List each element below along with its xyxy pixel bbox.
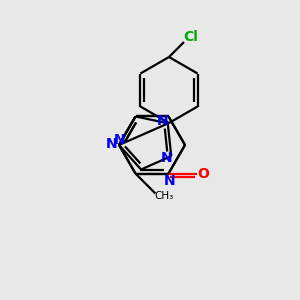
Text: CH₃: CH₃ (155, 191, 174, 201)
Text: N: N (106, 137, 118, 151)
Text: N: N (114, 133, 126, 147)
Text: O: O (198, 167, 209, 181)
Text: N: N (164, 174, 175, 188)
Text: N: N (160, 151, 172, 165)
Text: N: N (157, 114, 169, 128)
Text: Cl: Cl (184, 30, 198, 44)
